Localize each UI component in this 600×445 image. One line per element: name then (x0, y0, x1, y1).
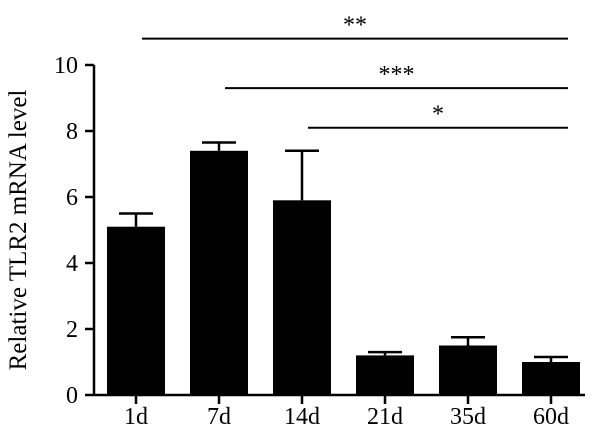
y-tick-label-4: 4 (66, 251, 78, 277)
error-bars-group (119, 141, 568, 362)
x-tick-label-35d: 35d (450, 404, 486, 430)
x-tick-label-60d: 60d (533, 404, 569, 430)
y-axis-title: Relative TLR2 mRNA level (5, 90, 32, 371)
bar-21d (356, 355, 414, 395)
bars-group (107, 150, 580, 395)
bar-14d (273, 200, 331, 395)
x-tick-label-14d: 14d (284, 404, 320, 430)
significance-label-2: *** (379, 62, 415, 88)
x-tick-label-21d: 21d (367, 404, 403, 430)
significance-group: ****** (142, 13, 568, 129)
y-tick-label-10: 10 (54, 53, 78, 79)
y-tick-label-8: 8 (66, 119, 78, 145)
bar-60d (522, 362, 580, 395)
bar-35d (439, 345, 497, 395)
x-tick-label-7d: 7d (207, 404, 231, 430)
x-tick-label-1d: 1d (124, 404, 148, 430)
y-ticks-group: 0 2 4 6 8 10 (54, 53, 94, 409)
bar-1d (107, 226, 165, 395)
y-tick-label-2: 2 (66, 317, 78, 343)
y-tick-label-6: 6 (66, 185, 78, 211)
significance-label-3: * (432, 102, 444, 128)
y-tick-label-0: 0 (66, 383, 78, 409)
x-ticks-group: 1d 7d 14d 21d 35d 60d (124, 395, 569, 430)
significance-label-1: ** (343, 13, 367, 39)
bar-7d (190, 150, 248, 395)
